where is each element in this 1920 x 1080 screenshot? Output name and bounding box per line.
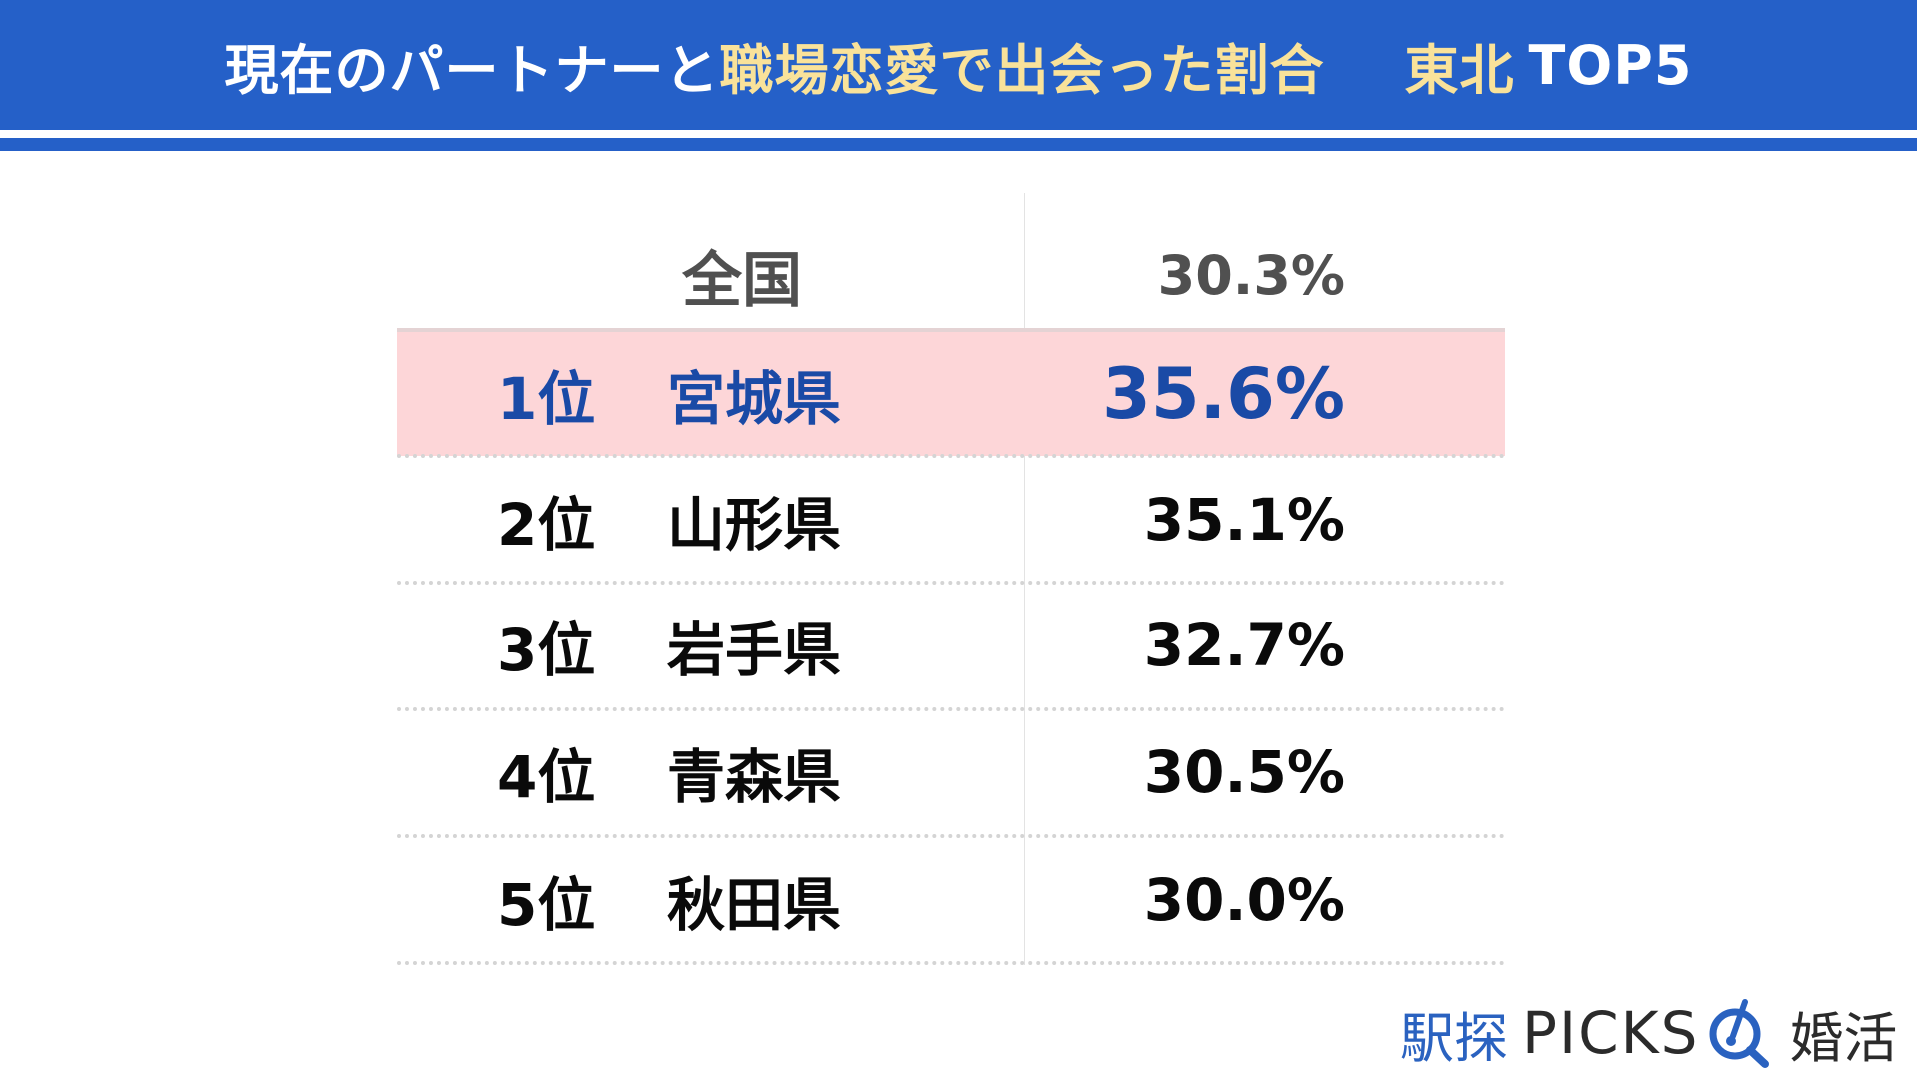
brand-logo: 駅探 PICKS 婚活: [1400, 998, 1897, 1070]
logo-brand-jp: 駅探: [1400, 1006, 1508, 1070]
rank-prefecture: 1位 宮城県: [497, 352, 841, 436]
national-row: 全国 30.3%: [397, 222, 1505, 328]
table-row-5: 5位 秋田県 30.0%: [397, 837, 1505, 963]
header-banner: [0, 0, 1917, 130]
prefecture: 宮城県: [667, 365, 842, 433]
table-row-1: 1位 宮城県 35.6%: [397, 328, 1505, 456]
prefecture: 秋田県: [667, 871, 842, 939]
title-part1: 現在のパートナーと: [224, 38, 720, 102]
rank: 4位: [497, 743, 596, 811]
national-label: 全国: [682, 245, 802, 316]
logo-brand-en: PICKS: [1522, 999, 1700, 1067]
percentage: 35.6%: [1102, 353, 1345, 435]
row-separator: [397, 581, 1505, 585]
rank: 5位: [497, 871, 596, 939]
logo-brand-sub: 婚活: [1789, 1006, 1898, 1070]
table-row-2: 2位 山形県 35.1%: [397, 458, 1505, 582]
title-part2: 職場恋愛で出会った割合: [719, 38, 1325, 102]
page-title: 現在のパートナーと 職場恋愛で出会った割合 東北 TOP5: [0, 0, 1917, 130]
search-magnifier-icon: [1709, 999, 1770, 1068]
title-region: 東北: [1404, 38, 1515, 102]
percentage: 32.7%: [1143, 611, 1345, 679]
rank: 3位: [497, 616, 596, 684]
percentage: 30.0%: [1143, 866, 1345, 934]
rank-prefecture: 5位 秋田県: [497, 858, 841, 942]
row-separator: [397, 961, 1505, 965]
table-row-4: 4位 青森県 30.5%: [397, 709, 1505, 835]
rank-prefecture: 3位 岩手県: [497, 603, 841, 687]
row-separator: [397, 454, 1505, 458]
row-separator: [397, 707, 1505, 711]
rank-prefecture: 4位 青森県: [497, 730, 841, 814]
table-row-3: 3位 岩手県 32.7%: [397, 584, 1505, 706]
title-rank-label: TOP5: [1528, 33, 1693, 97]
national-value: 30.3%: [1157, 243, 1345, 307]
percentage: 35.1%: [1143, 486, 1345, 554]
prefecture: 青森県: [667, 743, 842, 811]
rank-prefecture: 2位 山形県: [497, 478, 841, 562]
header-stripe: [0, 138, 1917, 151]
rank: 1位: [497, 365, 596, 433]
row-separator: [397, 834, 1505, 838]
rank: 2位: [497, 491, 596, 559]
column-divider: [1024, 193, 1025, 965]
percentage: 30.5%: [1143, 738, 1345, 806]
prefecture: 岩手県: [667, 616, 842, 684]
prefecture: 山形県: [667, 491, 842, 559]
